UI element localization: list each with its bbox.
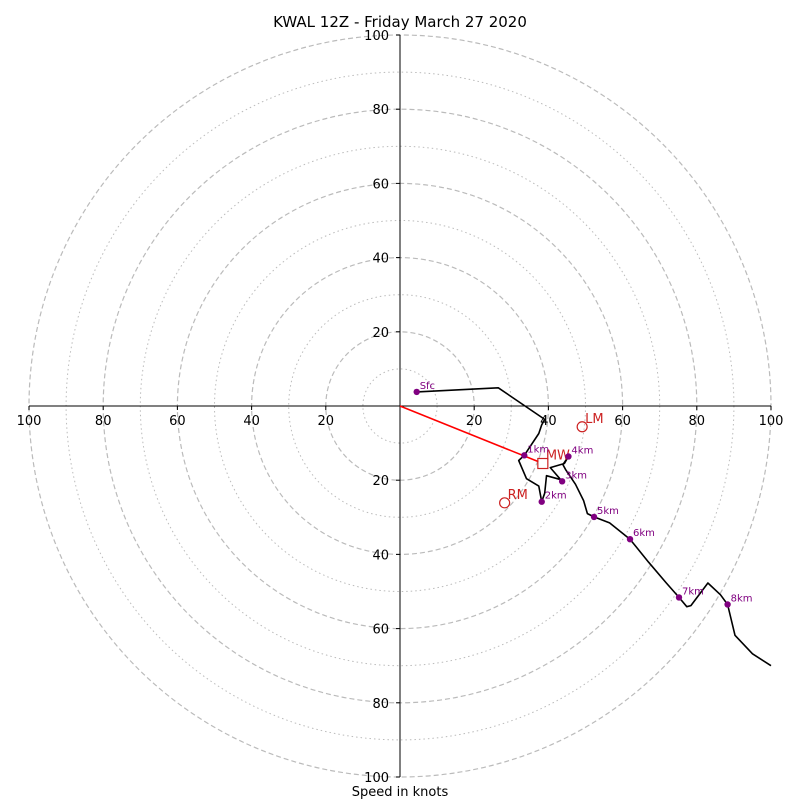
height-marker-4km [565, 453, 572, 460]
height-marker-2km [538, 498, 545, 505]
shear-vector-layer [399, 405, 539, 463]
height-marker-label: 5km [597, 506, 619, 517]
y-tick-label: 40 [372, 548, 389, 563]
height-marker-label: 3km [565, 470, 587, 481]
height-markers-layer: Sfc 1km 2km 3km 4km 5km 6km 7km 8km [413, 381, 752, 608]
height-marker-1km [521, 452, 528, 459]
x-tick-label: 80 [689, 414, 706, 429]
x-tick-label: 60 [169, 414, 186, 429]
y-tick-label: 100 [364, 771, 389, 786]
y-tick-label: 40 [372, 252, 389, 267]
y-tick-label: 20 [372, 326, 389, 341]
storm-motion-rm-marker [499, 497, 511, 509]
height-marker-label: 4km [571, 445, 593, 456]
height-marker-label: 2km [545, 491, 567, 502]
y-tick-label: 80 [372, 103, 389, 118]
x-tick-label: 80 [95, 414, 112, 429]
x-tick-label: 100 [17, 414, 42, 429]
y-tick-label: 60 [372, 623, 389, 638]
x-tick-label: 60 [614, 414, 631, 429]
x-tick-label: 40 [243, 414, 260, 429]
height-marker-label: 8km [731, 593, 753, 604]
height-marker-label: Sfc [420, 381, 435, 392]
height-marker-3km [558, 478, 566, 485]
y-tick-label: 80 [372, 697, 389, 712]
y-tick-label: 20 [372, 474, 389, 489]
height-marker-sfc [413, 388, 420, 396]
x-tick-label: 40 [540, 414, 557, 429]
height-marker-5km [590, 513, 598, 521]
storm-motion-lm-label: LM [585, 412, 603, 427]
hodograph-trace-line [416, 386, 772, 667]
storm-motion-rm-label: RM [508, 488, 528, 503]
x-tick-label: 20 [318, 414, 335, 429]
x-tick-label: 20 [466, 414, 483, 429]
height-marker-7km [675, 594, 683, 601]
x-tick-label: 100 [759, 414, 784, 429]
y-tick-label: 100 [364, 29, 389, 44]
storm-motion-layer: LM MW RM [499, 412, 604, 509]
y-tick-label: 60 [372, 177, 389, 192]
height-marker-label: 6km [633, 528, 655, 539]
shear-vector-line [399, 405, 539, 463]
storm-motion-lm-marker [576, 421, 588, 433]
hodograph-trace-layer [416, 386, 772, 667]
tick-labels: 100 80 60 40 20 20 40 60 80 100 100 80 60 40 20 20 40 60 8… [17, 29, 784, 786]
height-marker-8km [724, 601, 731, 608]
storm-motion-mw-marker [537, 457, 549, 470]
chart-title: KWAL 12Z - Friday March 27 2020 [273, 13, 527, 31]
height-marker-label: 1km [527, 444, 549, 455]
x-axis-label: Speed in knots [352, 785, 449, 800]
height-marker-6km [626, 535, 634, 543]
height-marker-label: 7km [682, 586, 704, 597]
storm-motion-mw-label: MW [546, 449, 570, 464]
